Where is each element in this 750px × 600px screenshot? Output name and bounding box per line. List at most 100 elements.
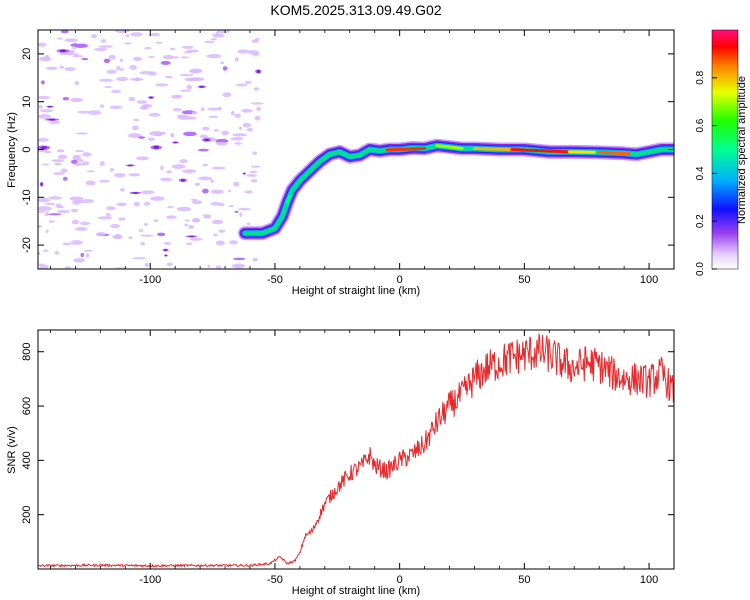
noise-blob xyxy=(70,97,84,103)
noise-blob xyxy=(179,159,188,164)
spectrogram-y-tick-label: 20 xyxy=(21,48,33,60)
noise-blob xyxy=(44,150,52,154)
snr-x-tick-label: -50 xyxy=(267,574,283,586)
noise-blob xyxy=(172,107,182,112)
noise-blob-core xyxy=(40,182,43,186)
noise-blob xyxy=(138,228,144,232)
noise-blob-core xyxy=(48,118,56,121)
noise-blob xyxy=(48,196,63,200)
noise-blob xyxy=(133,201,140,207)
noise-blob xyxy=(106,69,117,74)
noise-blob xyxy=(90,34,98,39)
noise-blob xyxy=(241,108,253,113)
noise-blob xyxy=(60,30,69,34)
noise-blob xyxy=(74,80,80,86)
noise-blob xyxy=(48,220,55,223)
noise-blob xyxy=(51,159,64,163)
noise-blob xyxy=(156,232,166,237)
snr-y-tick-label: 200 xyxy=(21,506,33,524)
noise-blob xyxy=(230,136,244,141)
noise-blob xyxy=(211,219,223,225)
noise-blob xyxy=(135,77,140,82)
noise-blob xyxy=(104,86,112,89)
noise-blob xyxy=(188,225,195,229)
snr-x-tick-label: 100 xyxy=(640,574,658,586)
snr-y-tick-label: 400 xyxy=(21,451,33,469)
noise-blob xyxy=(234,210,239,214)
snr-line xyxy=(38,333,674,569)
noise-blob xyxy=(246,174,258,177)
noise-blob xyxy=(95,232,106,237)
noise-blob xyxy=(170,95,183,99)
noise-blob xyxy=(251,52,260,56)
noise-blob xyxy=(170,132,175,138)
noise-blob xyxy=(130,32,143,37)
noise-blob xyxy=(207,107,221,111)
noise-blob xyxy=(213,233,218,237)
spectral-ridge-peak xyxy=(472,147,514,151)
noise-blob-core xyxy=(149,96,153,99)
noise-blob xyxy=(228,189,232,193)
noise-blob xyxy=(64,67,76,72)
noise-blob xyxy=(185,242,193,245)
noise-blob xyxy=(77,110,91,114)
noise-blob xyxy=(189,77,205,82)
noise-blob xyxy=(165,75,174,79)
noise-blob xyxy=(172,56,180,59)
noise-blob xyxy=(149,131,164,136)
noise-blob xyxy=(203,40,215,44)
noise-blob xyxy=(86,170,95,173)
noise-blob xyxy=(38,137,49,142)
noise-blob xyxy=(246,222,251,226)
noise-blob xyxy=(141,103,153,108)
noise-blob xyxy=(62,97,70,101)
noise-blob xyxy=(79,221,91,226)
snr-y-tick-label: 600 xyxy=(21,397,33,415)
noise-blob-core xyxy=(48,106,53,108)
noise-blob xyxy=(140,241,146,246)
spectrogram-y-tick-label: -10 xyxy=(21,189,33,205)
noise-blob xyxy=(148,71,158,76)
noise-blob xyxy=(246,127,253,132)
noise-blob xyxy=(44,54,50,60)
noise-blob xyxy=(189,116,197,120)
noise-blob xyxy=(202,188,209,194)
noise-blob xyxy=(70,240,83,245)
noise-blob xyxy=(85,180,96,186)
noise-blob xyxy=(179,73,194,77)
noise-blob xyxy=(153,219,159,223)
noise-blob xyxy=(128,173,141,177)
noise-blob xyxy=(212,33,225,38)
noise-blob xyxy=(71,219,79,225)
noise-blob xyxy=(239,212,243,218)
noise-blob xyxy=(184,219,190,222)
noise-blob xyxy=(114,30,130,34)
noise-blob xyxy=(186,84,192,90)
noise-blob xyxy=(88,110,102,116)
snr-x-tick-label: -100 xyxy=(139,574,161,586)
noise-blob xyxy=(108,54,116,60)
noise-blob xyxy=(220,61,225,65)
noise-blob xyxy=(84,249,93,252)
noise-blob xyxy=(155,41,163,44)
spectral-ridge-peak xyxy=(510,148,571,154)
noise-blob xyxy=(76,132,88,135)
noise-blob xyxy=(211,166,226,170)
colorbar-ticks: 0.0 0.2 0.4 0.6 0.8 xyxy=(695,70,717,276)
noise-blob xyxy=(144,262,150,267)
noise-blob-core xyxy=(199,85,205,88)
noise-blob-core xyxy=(59,49,67,53)
noise-blob xyxy=(114,172,126,178)
noise-blob xyxy=(183,131,197,137)
snr-plot-area xyxy=(38,333,674,569)
spectrogram-x-tick-label: 100 xyxy=(640,274,658,286)
spectrogram-x-tick-label: -50 xyxy=(267,274,283,286)
noise-blob xyxy=(109,167,114,172)
noise-blob xyxy=(133,56,143,62)
noise-blob xyxy=(110,224,120,229)
noise-blob xyxy=(105,212,111,217)
noise-blob xyxy=(93,47,108,52)
noise-blob xyxy=(215,31,219,36)
noise-blob xyxy=(202,126,210,131)
